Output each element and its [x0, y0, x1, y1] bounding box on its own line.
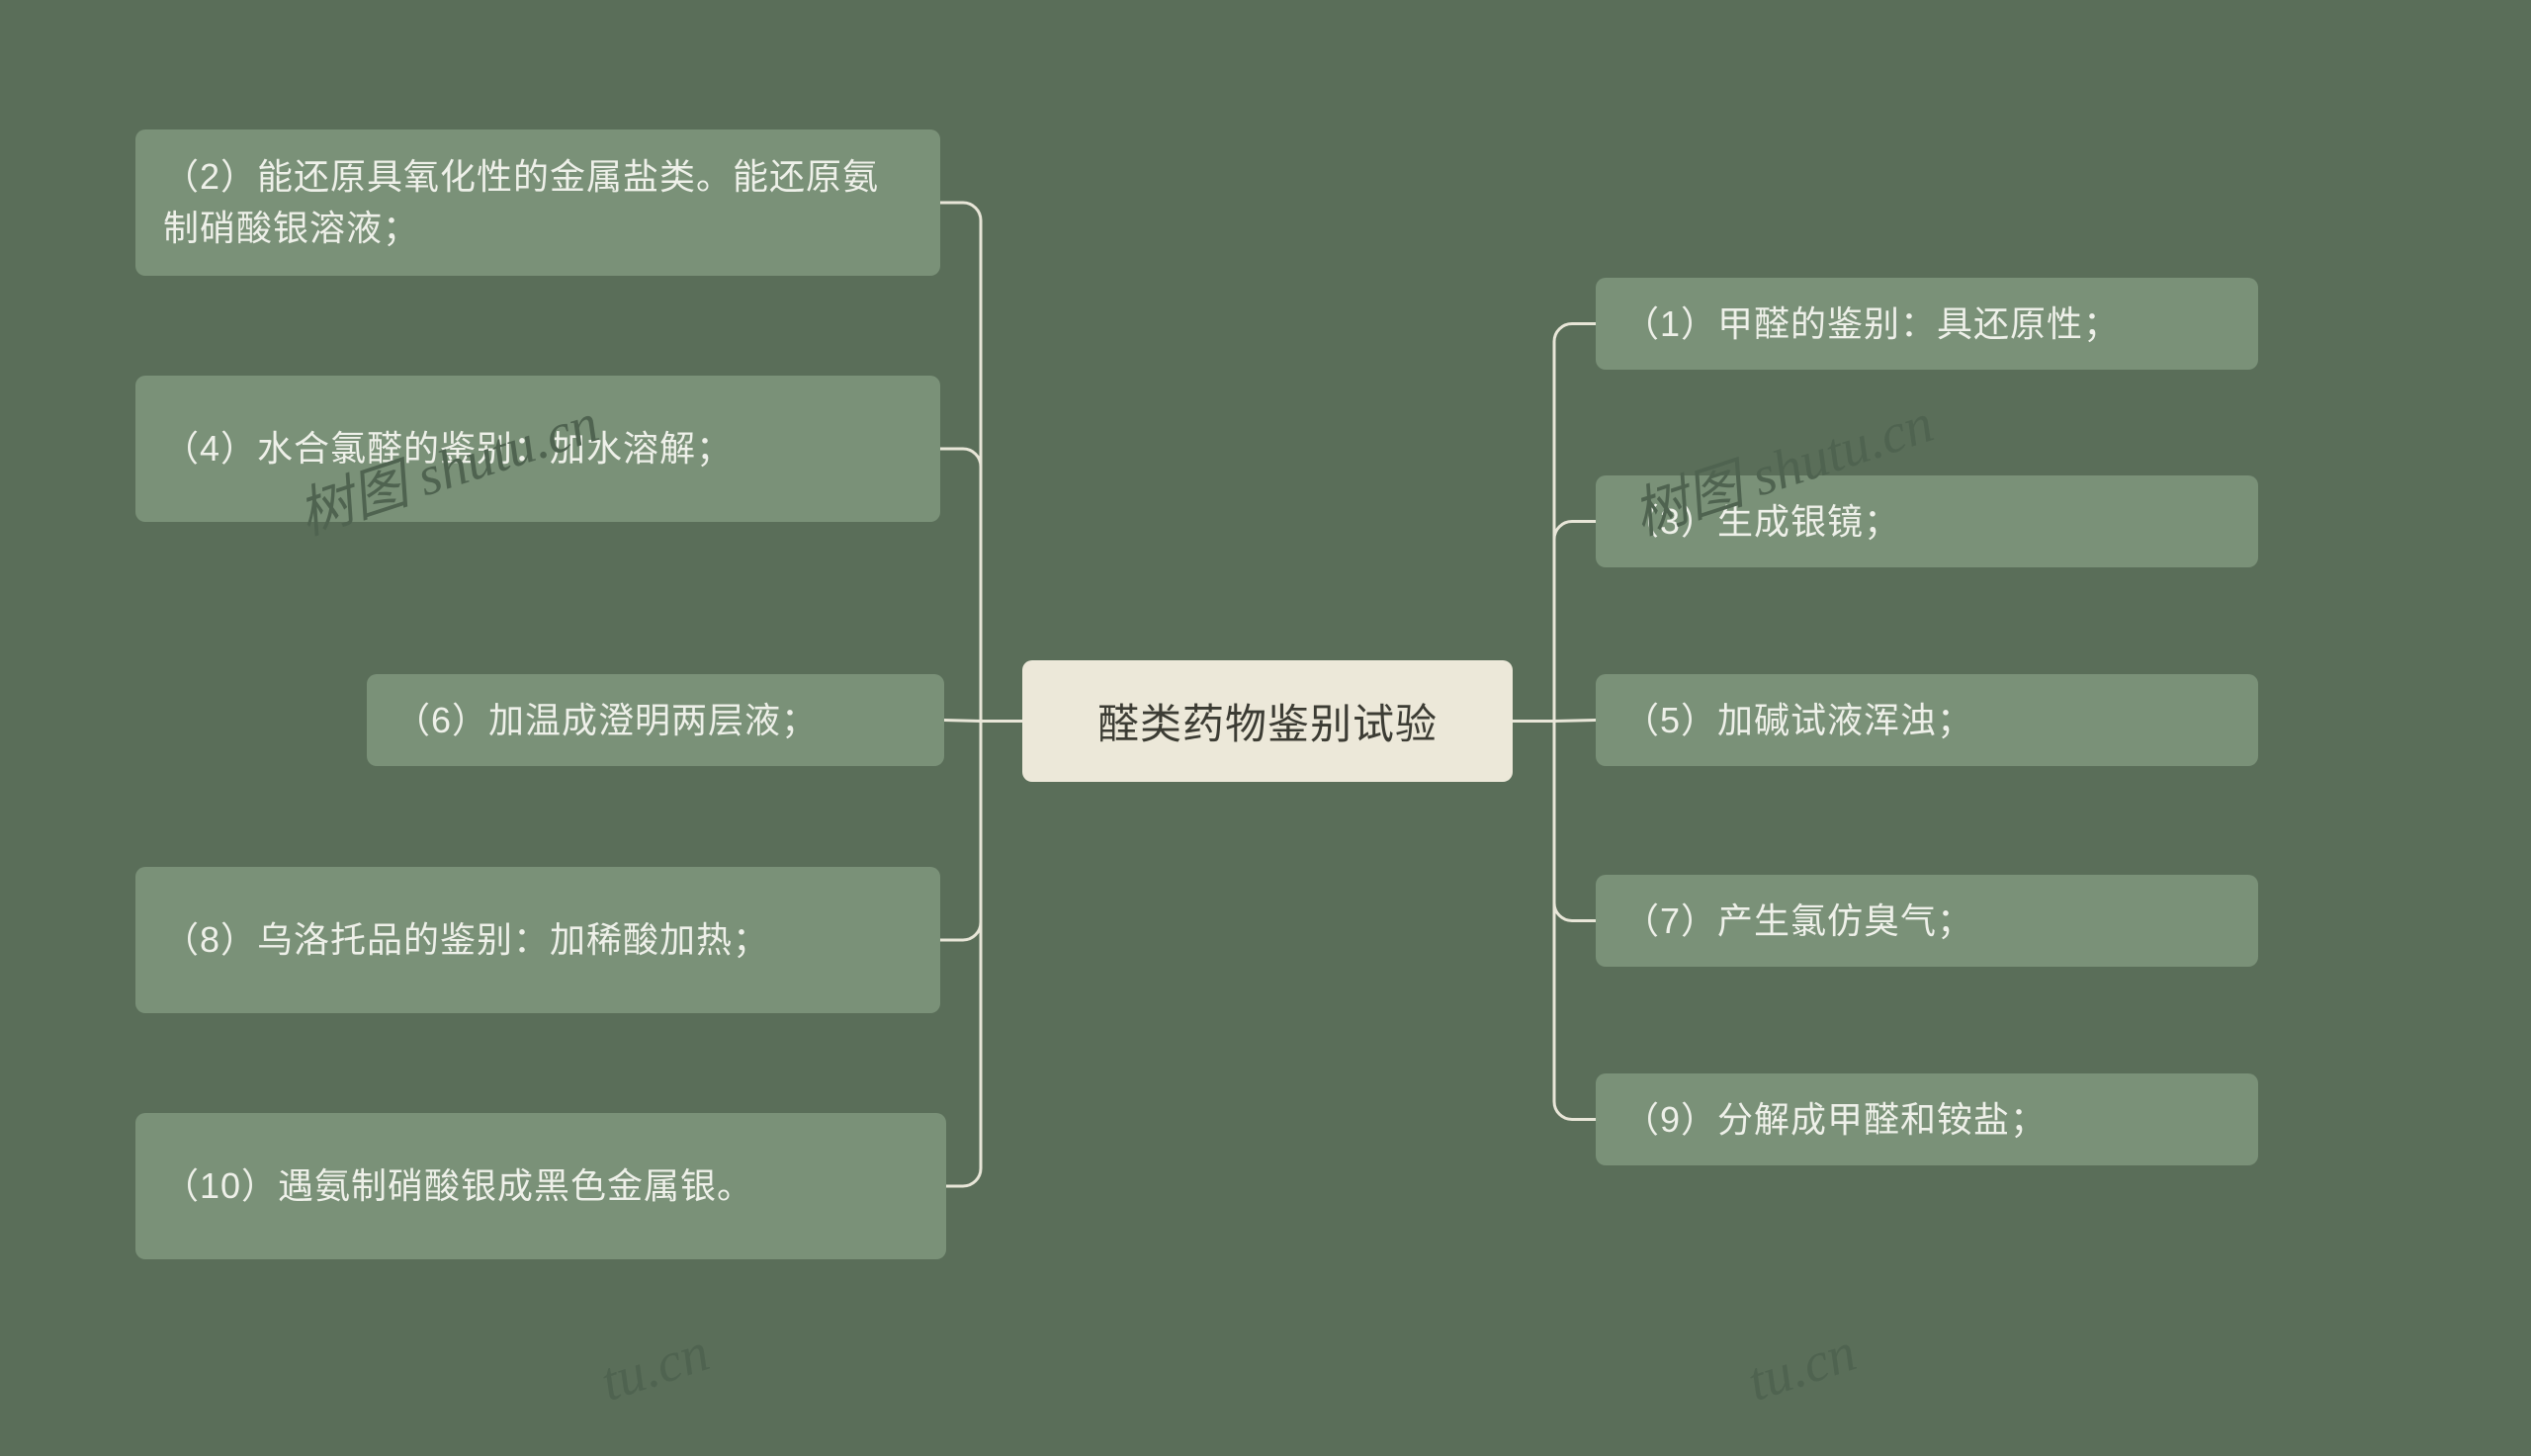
center-node: 醛类药物鉴别试验 [1022, 660, 1513, 782]
child-node-l1: （2）能还原具氧化性的金属盐类。能还原氨制硝酸银溶液； [135, 129, 940, 276]
child-node-label: （2）能还原具氧化性的金属盐类。能还原氨制硝酸银溶液； [163, 151, 913, 254]
child-node-r4: （7）产生氯仿臭气； [1596, 875, 2258, 967]
child-node-l3: （6）加温成澄明两层液； [367, 674, 944, 766]
child-node-r2: （3）生成银镜； [1596, 475, 2258, 567]
child-node-r1: （1）甲醛的鉴别：具还原性； [1596, 278, 2258, 370]
child-node-label: （7）产生氯仿臭气； [1623, 896, 1973, 947]
child-node-l2: （4）水合氯醛的鉴别：加水溶解； [135, 376, 940, 522]
mindmap-canvas: 醛类药物鉴别试验 （2）能还原具氧化性的金属盐类。能还原氨制硝酸银溶液； （4）水合… [0, 0, 2531, 1456]
child-node-label: （3）生成银镜； [1623, 496, 1900, 548]
child-node-label: （8）乌洛托品的鉴别：加稀酸加热； [163, 914, 769, 966]
watermark-text: tu.cn [593, 1322, 716, 1413]
child-node-r5: （9）分解成甲醛和铵盐； [1596, 1073, 2258, 1165]
watermark: tu.cn [593, 1321, 717, 1414]
watermark: tu.cn [1740, 1321, 1864, 1414]
child-node-l5: （10）遇氨制硝酸银成黑色金属银。 [135, 1113, 946, 1259]
child-node-label: （5）加碱试液浑浊； [1623, 695, 1973, 746]
child-node-label: （1）甲醛的鉴别：具还原性； [1623, 299, 2120, 350]
child-node-label: （10）遇氨制硝酸银成黑色金属银。 [163, 1160, 753, 1212]
center-node-label: 醛类药物鉴别试验 [1097, 691, 1438, 751]
child-node-label: （9）分解成甲醛和铵盐； [1623, 1094, 2047, 1146]
child-node-label: （6）加温成澄明两层液； [394, 695, 818, 746]
watermark-text: tu.cn [1740, 1322, 1863, 1413]
child-node-l4: （8）乌洛托品的鉴别：加稀酸加热； [135, 867, 940, 1013]
child-node-r3: （5）加碱试液浑浊； [1596, 674, 2258, 766]
child-node-label: （4）水合氯醛的鉴别：加水溶解； [163, 423, 733, 474]
